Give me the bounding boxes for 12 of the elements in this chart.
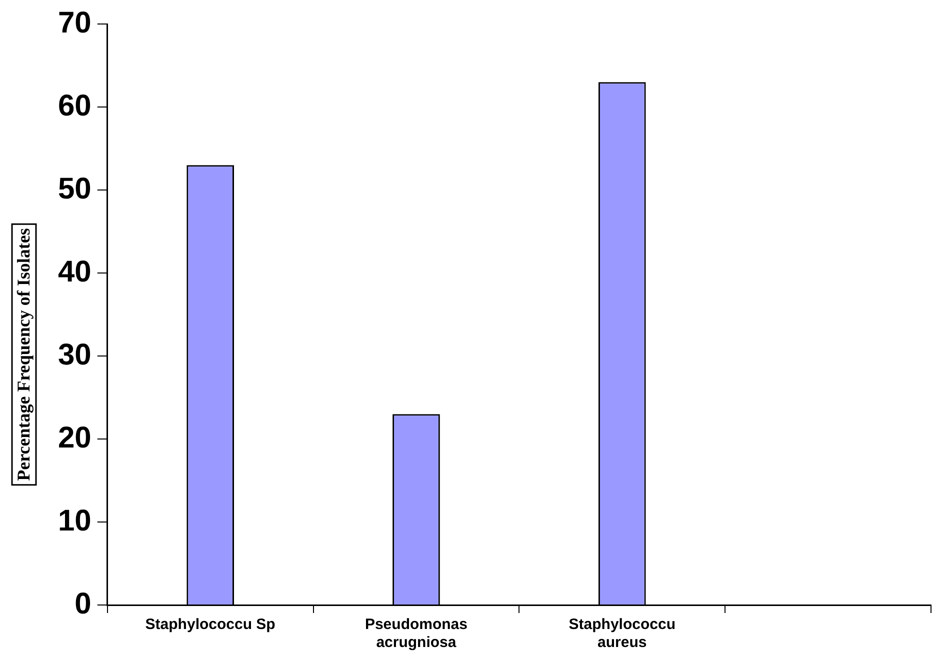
y-tick-label: 70 (58, 6, 92, 40)
y-axis-title: Percentage Frequency of Isolates (14, 228, 34, 481)
y-tick-label: 50 (58, 172, 92, 206)
y-tick-label: 60 (58, 89, 92, 122)
y-tick-label: 0 (74, 587, 92, 620)
y-tick-label: 10 (58, 504, 92, 538)
y-tick-label: 20 (58, 421, 92, 454)
x-tick-label: Pseudomonas acrugniosa (364, 616, 468, 652)
x-tick-label: Staphylococcu Sp (145, 616, 276, 634)
x-tick-label: Staphylococcu aureus (568, 616, 676, 652)
y-tick-label: 30 (58, 338, 92, 372)
y-tick-label: 40 (58, 255, 92, 288)
